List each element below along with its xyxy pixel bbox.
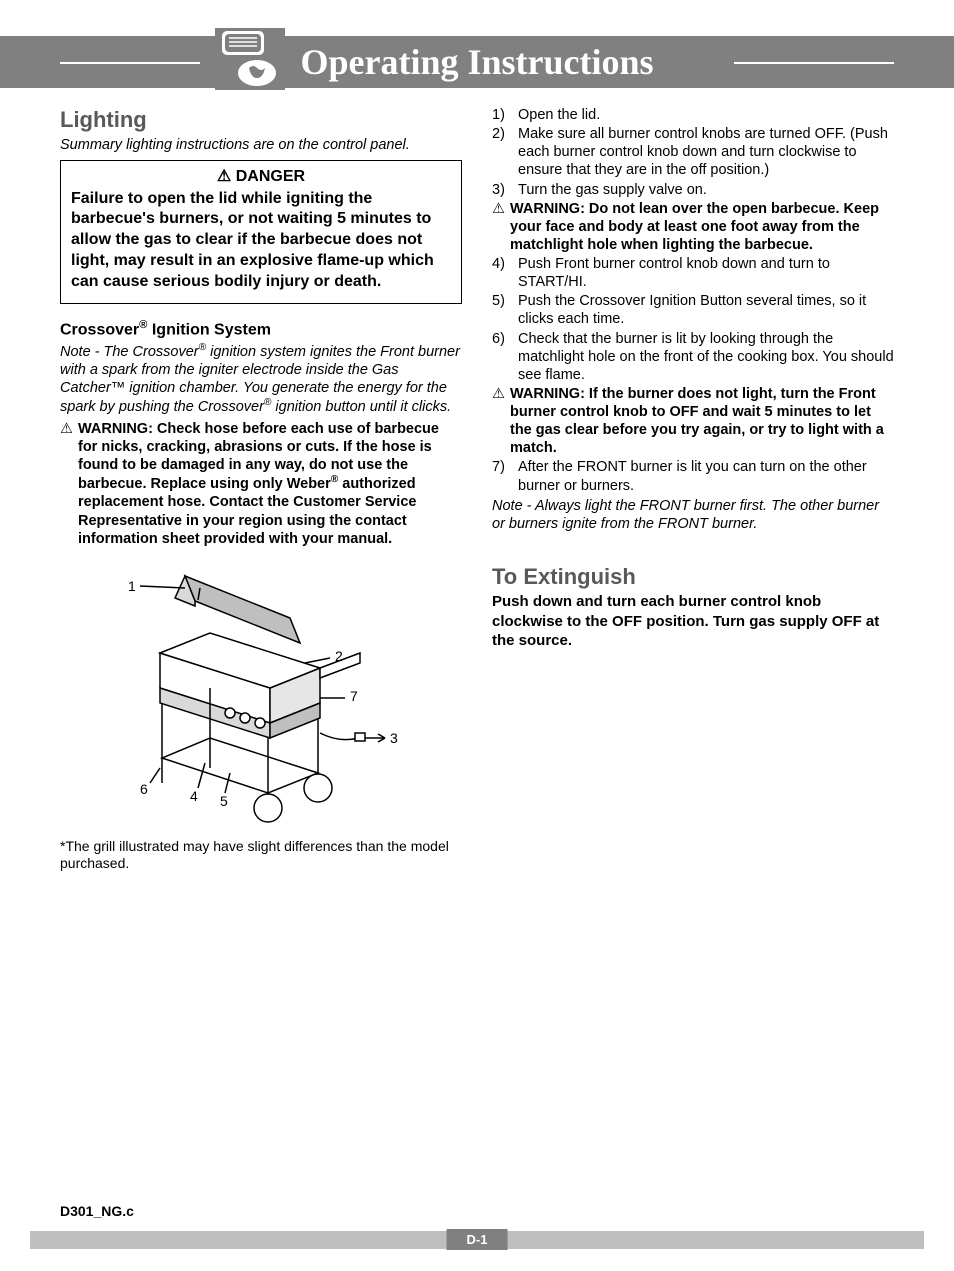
content-columns: Lighting Summary lighting instructions a… (0, 88, 954, 873)
right-column: 1)Open the lid. 2)Make sure all burner c… (492, 106, 894, 873)
lighting-heading: Lighting (60, 106, 462, 134)
lighting-steps: 1)Open the lid. 2)Make sure all burner c… (492, 106, 894, 199)
step-num: 2) (492, 125, 518, 179)
grill-icon (215, 28, 285, 90)
header-rule-right (734, 62, 894, 64)
header-bar: Operating Instructions (0, 36, 954, 88)
front-burner-note: Note - Always light the FRONT burner fir… (492, 497, 894, 533)
lighting-steps-cont: 4)Push Front burner control knob down an… (492, 255, 894, 384)
extinguish-body: Push down and turn each burner control k… (492, 592, 894, 651)
step-num: 7) (492, 458, 518, 494)
step-num: 1) (492, 106, 518, 124)
lean-warning: ⚠ WARNING: Do not lean over the open bar… (492, 200, 894, 254)
warning-triangle-icon: ⚠ (492, 200, 510, 254)
warning-triangle-icon: ⚠ (217, 168, 231, 185)
cn1: Note - The Crossover (60, 344, 199, 360)
step-num: 4) (492, 255, 518, 291)
diagram-label-4: 4 (190, 788, 198, 806)
header-rule-left (60, 62, 200, 64)
danger-title-text: DANGER (236, 168, 305, 185)
page-number: D-1 (447, 1229, 508, 1250)
step-num: 3) (492, 181, 518, 199)
lighting-summary: Summary lighting instructions are on the… (60, 136, 462, 154)
danger-title: ⚠ DANGER (71, 167, 451, 187)
grill-diagram: 1 2 7 3 6 4 5 (90, 558, 410, 828)
danger-box: ⚠ DANGER Failure to open the lid while i… (60, 160, 462, 304)
document-code: D301_NG.c (60, 1203, 134, 1219)
nolight-warning-text: WARNING: If the burner does not light, t… (510, 385, 894, 458)
hose-warning: ⚠ WARNING: Check hose before each use of… (60, 420, 462, 548)
step-1: Open the lid. (518, 106, 894, 124)
step-num: 6) (492, 330, 518, 384)
warning-triangle-icon: ⚠ (60, 420, 78, 548)
hose-warning-text: WARNING: Check hose before each use of b… (78, 420, 462, 548)
diagram-label-6: 6 (140, 781, 148, 799)
diagram-label-1: 1 (128, 578, 136, 596)
diagram-footnote: *The grill illustrated may have slight d… (60, 838, 462, 873)
grill-diagram-svg (90, 558, 410, 828)
diagram-label-3: 3 (390, 730, 398, 748)
extinguish-heading: To Extinguish (492, 563, 894, 591)
step-num: 5) (492, 292, 518, 328)
diagram-label-2: 2 (335, 648, 343, 666)
left-column: Lighting Summary lighting instructions a… (60, 106, 462, 873)
step-3: Turn the gas supply valve on. (518, 181, 894, 199)
nolight-warning: ⚠ WARNING: If the burner does not light,… (492, 385, 894, 458)
footer-bar: D-1 (30, 1231, 924, 1249)
step-6: Check that the burner is lit by looking … (518, 330, 894, 384)
step-7: After the FRONT burner is lit you can tu… (518, 458, 894, 494)
step-2: Make sure all burner control knobs are t… (518, 125, 894, 179)
step-4: Push Front burner control knob down and … (518, 255, 894, 291)
lighting-steps-end: 7)After the FRONT burner is lit you can … (492, 458, 894, 494)
crossover-note: Note - The Crossover® ignition system ig… (60, 342, 462, 416)
cn3: ignition button until it clicks. (271, 399, 451, 415)
diagram-label-5: 5 (220, 793, 228, 811)
page-title: Operating Instructions (300, 41, 653, 83)
step-5: Push the Crossover Ignition Button sever… (518, 292, 894, 328)
lean-warning-text: WARNING: Do not lean over the open barbe… (510, 200, 894, 254)
danger-body: Failure to open the lid while igniting t… (71, 189, 451, 293)
warning-triangle-icon: ⚠ (492, 385, 510, 458)
diagram-label-7: 7 (350, 688, 358, 706)
crossover-pre: Crossover (60, 321, 139, 338)
crossover-heading: Crossover® Ignition System (60, 318, 462, 340)
crossover-post: Ignition System (147, 321, 271, 338)
